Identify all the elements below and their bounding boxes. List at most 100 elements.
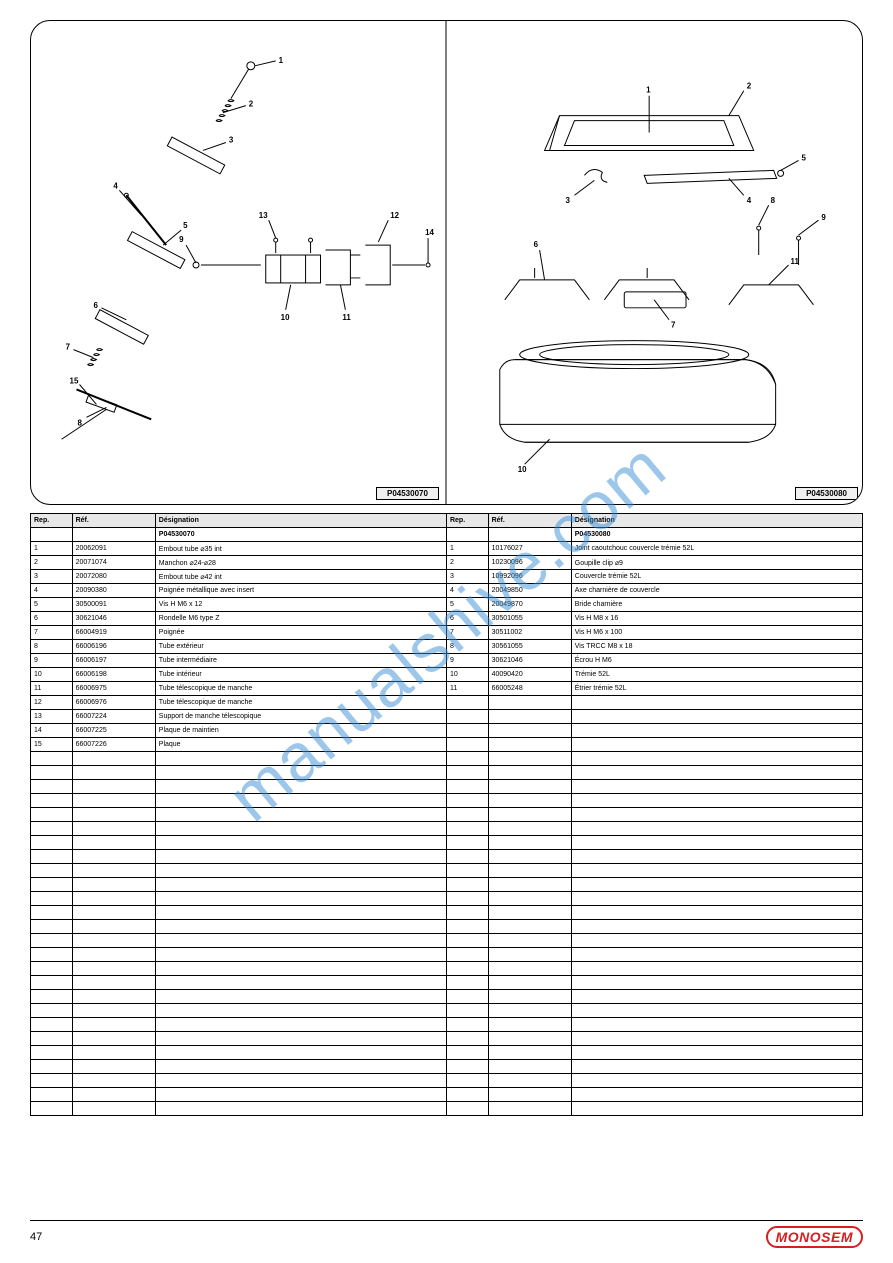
table-cell (571, 976, 862, 990)
table-cell: 66005248 (488, 682, 571, 696)
table-cell: 20049870 (488, 598, 571, 612)
table-cell: 10176027 (488, 542, 571, 556)
table-cell (31, 780, 73, 794)
svg-text:8: 8 (78, 418, 83, 427)
table-row (31, 808, 863, 822)
table-cell (488, 780, 571, 794)
table-cell (72, 752, 155, 766)
table-cell (571, 878, 862, 892)
svg-text:7: 7 (671, 321, 676, 330)
table-cell (488, 864, 571, 878)
diagram-tag-left: P04530070 (376, 487, 439, 500)
table-cell (72, 892, 155, 906)
table-cell (446, 766, 488, 780)
table-row (31, 906, 863, 920)
table-row: 1466007225Plaque de maintien (31, 724, 863, 738)
table-cell (488, 738, 571, 752)
table-cell (31, 878, 73, 892)
table-cell (155, 1018, 446, 1032)
svg-text:4: 4 (113, 181, 118, 190)
svg-text:6: 6 (534, 240, 539, 249)
table-cell: 2 (446, 556, 488, 570)
table-cell (72, 1018, 155, 1032)
col-rep2: Rep. (446, 514, 488, 528)
table-cell (31, 1018, 73, 1032)
svg-text:15: 15 (70, 376, 79, 385)
table-row (31, 1060, 863, 1074)
table-cell: 10992096 (488, 570, 571, 584)
table-cell (446, 850, 488, 864)
table-row (31, 878, 863, 892)
table-row: P04530070P04530080 (31, 528, 863, 542)
table-cell (31, 794, 73, 808)
table-cell: Tube télescopique de manche (155, 696, 446, 710)
table-cell: Tube télescopique de manche (155, 682, 446, 696)
table-row: 866006196Tube extérieur830561055Vis TRCC… (31, 640, 863, 654)
table-cell: 3 (446, 570, 488, 584)
svg-text:5: 5 (802, 153, 807, 162)
table-cell (31, 822, 73, 836)
table-cell (31, 1032, 73, 1046)
table-cell: Goupille clip ⌀9 (571, 556, 862, 570)
table-cell (155, 1088, 446, 1102)
table-cell (571, 822, 862, 836)
table-cell: 1 (31, 542, 73, 556)
table-cell: 7 (31, 626, 73, 640)
table-cell (72, 1004, 155, 1018)
table-cell: Étrier trémie 52L (571, 682, 862, 696)
table-cell (31, 850, 73, 864)
table-cell: 66006976 (72, 696, 155, 710)
table-cell (446, 696, 488, 710)
table-cell: 1 (446, 542, 488, 556)
table-cell (446, 528, 488, 542)
table-cell: Vis H M6 x 12 (155, 598, 446, 612)
table-cell (488, 1032, 571, 1046)
table-cell (72, 878, 155, 892)
table-cell (488, 724, 571, 738)
table-cell: 20049850 (488, 584, 571, 598)
diagram-tag-right: P04530080 (795, 487, 858, 500)
table-cell (488, 822, 571, 836)
table-cell (488, 1046, 571, 1060)
table-cell (31, 864, 73, 878)
table-row (31, 1074, 863, 1088)
table-cell: 14 (31, 724, 73, 738)
table-row (31, 780, 863, 794)
table-cell: 11 (446, 682, 488, 696)
table-cell (571, 1032, 862, 1046)
table-cell (72, 934, 155, 948)
table-cell (155, 892, 446, 906)
table-cell (571, 808, 862, 822)
table-cell: 10 (446, 668, 488, 682)
table-cell: Couvercle trémie 52L (571, 570, 862, 584)
table-cell: 66007224 (72, 710, 155, 724)
svg-text:11: 11 (342, 313, 351, 322)
table-cell: 20071074 (72, 556, 155, 570)
table-cell (488, 766, 571, 780)
table-row: 120062091Embout tube ⌀35 int110176027Joi… (31, 542, 863, 556)
table-cell (446, 1088, 488, 1102)
table-row (31, 934, 863, 948)
table-cell: 7 (446, 626, 488, 640)
table-cell (446, 962, 488, 976)
table-cell (155, 948, 446, 962)
table-cell (488, 976, 571, 990)
table-header-row: Rep. Réf. Désignation Rep. Réf. Désignat… (31, 514, 863, 528)
table-row (31, 920, 863, 934)
col-rep: Rep. (31, 514, 73, 528)
table-cell (31, 990, 73, 1004)
table-row: 766004919Poignée730511002Vis H M6 x 100 (31, 626, 863, 640)
table-cell (446, 1060, 488, 1074)
table-cell (155, 962, 446, 976)
table-cell: P04530080 (571, 528, 862, 542)
table-cell (72, 1088, 155, 1102)
svg-text:4: 4 (747, 196, 752, 205)
table-cell (446, 1018, 488, 1032)
table-cell (446, 1074, 488, 1088)
table-cell (488, 920, 571, 934)
table-row (31, 1088, 863, 1102)
table-cell (571, 836, 862, 850)
table-cell (488, 1102, 571, 1116)
table-cell (155, 1004, 446, 1018)
table-cell (446, 1102, 488, 1116)
